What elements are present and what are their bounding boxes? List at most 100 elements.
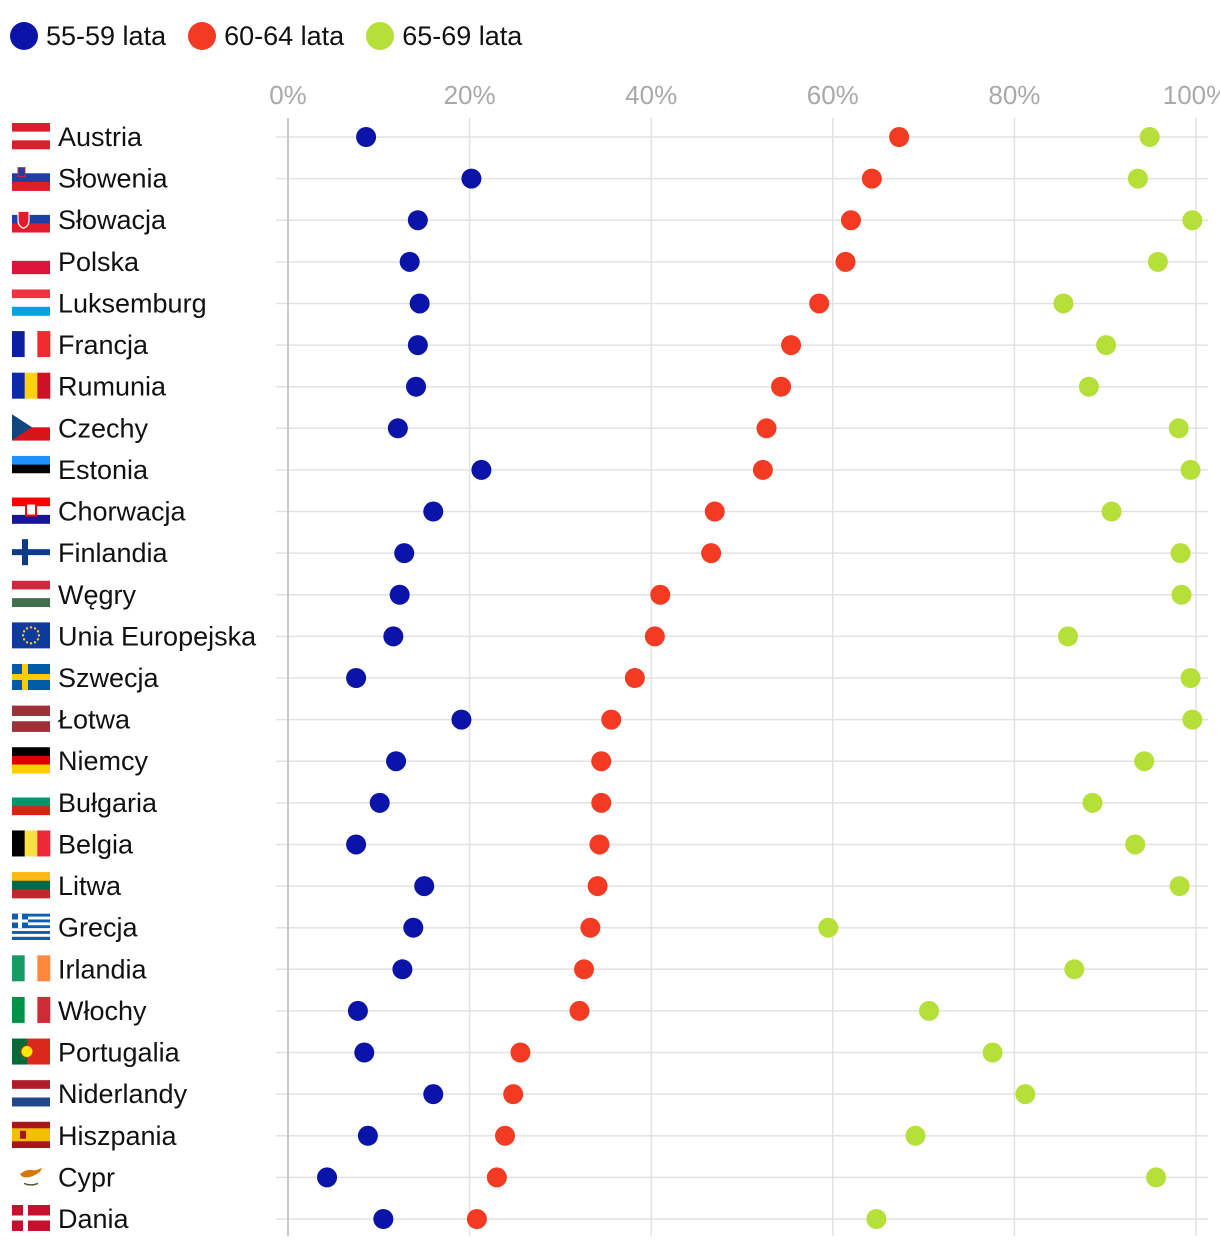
point-55-59-lata-bulgaria[interactable] [369, 792, 390, 813]
point-60-64-lata-chorwacja[interactable] [704, 501, 725, 522]
point-65-69-lata-wegry[interactable] [1171, 584, 1192, 605]
country-label-wlochy: Włochy [58, 996, 147, 1026]
point-65-69-lata-unia-europejska[interactable] [1057, 626, 1078, 647]
point-60-64-lata-austria[interactable] [889, 127, 910, 147]
point-55-59-lata-wegry[interactable] [389, 584, 410, 605]
point-60-64-lata-dania[interactable] [466, 1209, 487, 1229]
point-60-64-lata-cypr[interactable] [486, 1167, 507, 1188]
point-65-69-lata-chorwacja[interactable] [1101, 501, 1122, 522]
point-60-64-lata-slowacja[interactable] [840, 210, 861, 231]
point-65-69-lata-niemcy[interactable] [1134, 751, 1155, 772]
point-55-59-lata-unia-europejska[interactable] [383, 626, 404, 647]
point-60-64-lata-belgia[interactable] [589, 834, 610, 855]
point-55-59-lata-belgia[interactable] [346, 834, 367, 855]
point-65-69-lata-bulgaria[interactable] [1082, 792, 1103, 813]
country-label-niderlandy: Niderlandy [58, 1079, 188, 1109]
point-55-59-lata-polska[interactable] [399, 251, 420, 272]
point-55-59-lata-francja[interactable] [407, 335, 428, 356]
point-55-59-lata-portugalia[interactable] [354, 1042, 375, 1063]
point-60-64-lata-irlandia[interactable] [574, 959, 595, 980]
flag-hiszpania-icon [12, 1121, 50, 1149]
point-55-59-lata-hiszpania[interactable] [357, 1125, 378, 1146]
point-60-64-lata-niderlandy[interactable] [503, 1084, 524, 1105]
point-55-59-lata-litwa[interactable] [414, 876, 435, 897]
flag-portugalia-icon [12, 1038, 50, 1065]
point-60-64-lata-rumunia[interactable] [771, 376, 792, 397]
point-65-69-lata-niderlandy[interactable] [1015, 1084, 1036, 1105]
point-65-69-lata-grecja[interactable] [818, 917, 839, 938]
point-65-69-lata-wlochy[interactable] [919, 1000, 940, 1021]
country-label-belgia: Belgia [58, 829, 134, 859]
point-60-64-lata-finlandia[interactable] [701, 543, 722, 564]
point-65-69-lata-rumunia[interactable] [1078, 376, 1099, 397]
point-65-69-lata-dania[interactable] [866, 1209, 887, 1229]
point-65-69-lata-slowenia[interactable] [1127, 168, 1148, 189]
point-60-64-lata-grecja[interactable] [580, 917, 601, 938]
flag-dania-icon [12, 1205, 50, 1231]
point-60-64-lata-czechy[interactable] [756, 418, 777, 439]
point-60-64-lata-slowenia[interactable] [861, 168, 882, 189]
point-55-59-lata-niderlandy[interactable] [423, 1084, 444, 1105]
point-55-59-lata-finlandia[interactable] [394, 543, 415, 564]
country-label-austria: Austria [58, 122, 143, 152]
point-55-59-lata-irlandia[interactable] [392, 959, 413, 980]
flag-irlandia-icon [12, 955, 51, 982]
point-65-69-lata-cypr[interactable] [1146, 1167, 1167, 1188]
point-55-59-lata-slowacja[interactable] [407, 210, 428, 231]
point-65-69-lata-lotwa[interactable] [1182, 709, 1203, 730]
point-55-59-lata-austria[interactable] [356, 127, 377, 147]
country-label-cypr: Cypr [58, 1162, 115, 1192]
point-60-64-lata-francja[interactable] [781, 335, 802, 356]
point-65-69-lata-belgia[interactable] [1125, 834, 1146, 855]
point-65-69-lata-portugalia[interactable] [982, 1042, 1003, 1063]
flag-grecja-icon [12, 913, 50, 940]
point-55-59-lata-wlochy[interactable] [347, 1000, 368, 1021]
legend-marker-60-64 [188, 22, 217, 50]
point-65-69-lata-czechy[interactable] [1168, 418, 1189, 439]
country-label-grecja: Grecja [58, 913, 139, 943]
point-55-59-lata-cypr[interactable] [317, 1167, 338, 1188]
point-60-64-lata-unia-europejska[interactable] [644, 626, 665, 647]
point-55-59-lata-grecja[interactable] [403, 917, 424, 938]
point-60-64-lata-luksemburg[interactable] [809, 293, 830, 314]
point-55-59-lata-rumunia[interactable] [406, 376, 427, 397]
point-65-69-lata-polska[interactable] [1147, 251, 1168, 272]
point-65-69-lata-luksemburg[interactable] [1053, 293, 1074, 314]
legend-label-65-69: 65-69 lata [402, 20, 523, 51]
point-65-69-lata-austria[interactable] [1139, 127, 1160, 147]
point-60-64-lata-estonia[interactable] [752, 459, 773, 480]
point-60-64-lata-wlochy[interactable] [569, 1000, 590, 1021]
point-65-69-lata-slowacja[interactable] [1182, 210, 1203, 231]
point-55-59-lata-szwecja[interactable] [346, 668, 367, 688]
point-60-64-lata-portugalia[interactable] [510, 1042, 531, 1063]
country-label-litwa: Litwa [58, 871, 122, 901]
point-60-64-lata-szwecja[interactable] [624, 668, 645, 688]
point-60-64-lata-polska[interactable] [835, 251, 856, 272]
legend-label-55-59: 55-59 lata [46, 20, 167, 51]
point-55-59-lata-luksemburg[interactable] [409, 293, 430, 314]
point-55-59-lata-lotwa[interactable] [451, 709, 472, 730]
point-55-59-lata-estonia[interactable] [471, 459, 492, 480]
point-65-69-lata-irlandia[interactable] [1064, 959, 1085, 980]
point-65-69-lata-francja[interactable] [1096, 335, 1117, 356]
flag-belgia-icon [12, 830, 51, 857]
point-60-64-lata-lotwa[interactable] [601, 709, 622, 730]
point-55-59-lata-dania[interactable] [373, 1209, 394, 1229]
point-60-64-lata-litwa[interactable] [587, 876, 608, 897]
point-60-64-lata-hiszpania[interactable] [495, 1125, 516, 1146]
legend-item-60-64[interactable]: 60-64 lata [188, 21, 344, 52]
point-55-59-lata-niemcy[interactable] [386, 751, 407, 772]
point-60-64-lata-wegry[interactable] [650, 584, 671, 605]
point-60-64-lata-bulgaria[interactable] [591, 792, 612, 813]
point-60-64-lata-niemcy[interactable] [591, 751, 612, 772]
legend-item-55-59[interactable]: 55-59 lata [10, 21, 166, 52]
point-65-69-lata-hiszpania[interactable] [905, 1125, 926, 1146]
point-55-59-lata-slowenia[interactable] [461, 168, 482, 189]
point-55-59-lata-czechy[interactable] [387, 418, 408, 439]
point-55-59-lata-chorwacja[interactable] [423, 501, 444, 522]
point-65-69-lata-szwecja[interactable] [1180, 668, 1201, 688]
legend-item-65-69[interactable]: 65-69 lata [366, 21, 522, 52]
point-65-69-lata-litwa[interactable] [1169, 876, 1190, 897]
point-65-69-lata-estonia[interactable] [1180, 459, 1201, 480]
point-65-69-lata-finlandia[interactable] [1170, 543, 1191, 564]
